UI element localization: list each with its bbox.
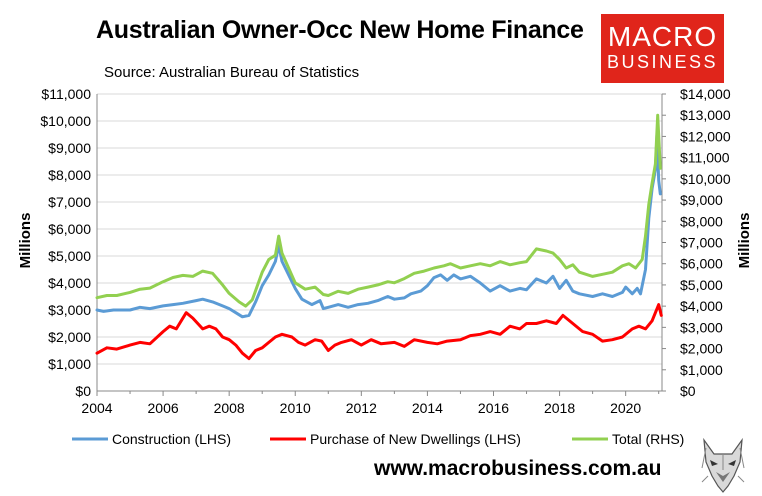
chart-axes: $0 $1,000 $2,000 $3,000 $4,000 $5,000 $6,000 $7…	[17, 86, 753, 416]
y-tick-label-right: $2,000	[680, 341, 723, 357]
y-tick-label-right: $9,000	[680, 192, 723, 208]
y-tick-label-left: $1,000	[48, 356, 91, 372]
y-tick-label-right: $12,000	[680, 128, 731, 144]
legend-label: Purchase of New Dwellings (LHS)	[310, 431, 521, 447]
x-tick-label: 2010	[280, 400, 311, 416]
logo-line-1: MACRO	[607, 21, 718, 52]
y-tick-label-left: $3,000	[48, 302, 91, 318]
y-tick-label-right: $13,000	[680, 107, 731, 123]
logo-line-2: BUSINESS	[606, 52, 719, 72]
series-line-2	[95, 113, 662, 308]
x-tick-label: 2008	[214, 400, 245, 416]
x-tick-label: 2006	[148, 400, 179, 416]
plot-area	[97, 94, 662, 391]
y-tick-label-left: $8,000	[48, 167, 91, 183]
y-tick-label-right: $0	[680, 383, 696, 399]
y-tick-label-right: $3,000	[680, 319, 723, 335]
x-tick-label: 2014	[412, 400, 443, 416]
macrobusiness-logo: MACRO BUSINESS	[601, 14, 724, 83]
series-line-1	[95, 303, 663, 361]
y-axis-title-right: Millions	[736, 213, 753, 269]
wolf-icon	[698, 436, 748, 494]
page-title: Australian Owner-Occ New Home Finance	[96, 16, 584, 44]
y-tick-label-right: $6,000	[680, 256, 723, 272]
y-tick-label-right: $1,000	[680, 362, 723, 378]
chart-legend: Construction (LHS) Purchase of New Dwelli…	[72, 431, 684, 447]
x-tick-label: 2016	[478, 400, 509, 416]
y-tick-label-right: $8,000	[680, 213, 723, 229]
y-tick-label-right: $11,000	[680, 150, 730, 166]
chart-grid	[97, 93, 662, 392]
y-tick-label-left: $7,000	[48, 194, 91, 210]
series-line-0	[95, 133, 662, 319]
y-tick-label-right: $14,000	[680, 86, 731, 102]
y-tick-label-left: $6,000	[48, 221, 91, 237]
y-tick-label-right: $4,000	[680, 298, 723, 314]
source-note: Source: Australian Bureau of Statistics	[104, 64, 360, 81]
x-tick-label: 2012	[346, 400, 377, 416]
website-url: www.macrobusiness.com.au	[374, 457, 662, 480]
x-tick-label: 2018	[544, 400, 575, 416]
y-tick-label-left: $5,000	[48, 248, 91, 264]
x-tick-label: 2004	[81, 400, 112, 416]
y-tick-label-left: $10,000	[40, 113, 91, 129]
y-tick-label-left: $0	[75, 383, 91, 399]
legend-label: Total (RHS)	[612, 431, 684, 447]
chart-series	[95, 113, 663, 361]
y-tick-label-right: $7,000	[680, 235, 723, 251]
x-tick-label: 2020	[610, 400, 641, 416]
y-tick-label-left: $11,000	[41, 86, 91, 102]
legend-label: Construction (LHS)	[112, 431, 231, 447]
y-tick-label-left: $2,000	[48, 329, 91, 345]
y-axis-title-left: Millions	[17, 213, 34, 269]
y-tick-label-right: $5,000	[680, 277, 723, 293]
y-tick-label-right: $10,000	[680, 171, 731, 187]
y-tick-label-left: $9,000	[48, 140, 91, 156]
y-tick-label-left: $4,000	[48, 275, 91, 291]
